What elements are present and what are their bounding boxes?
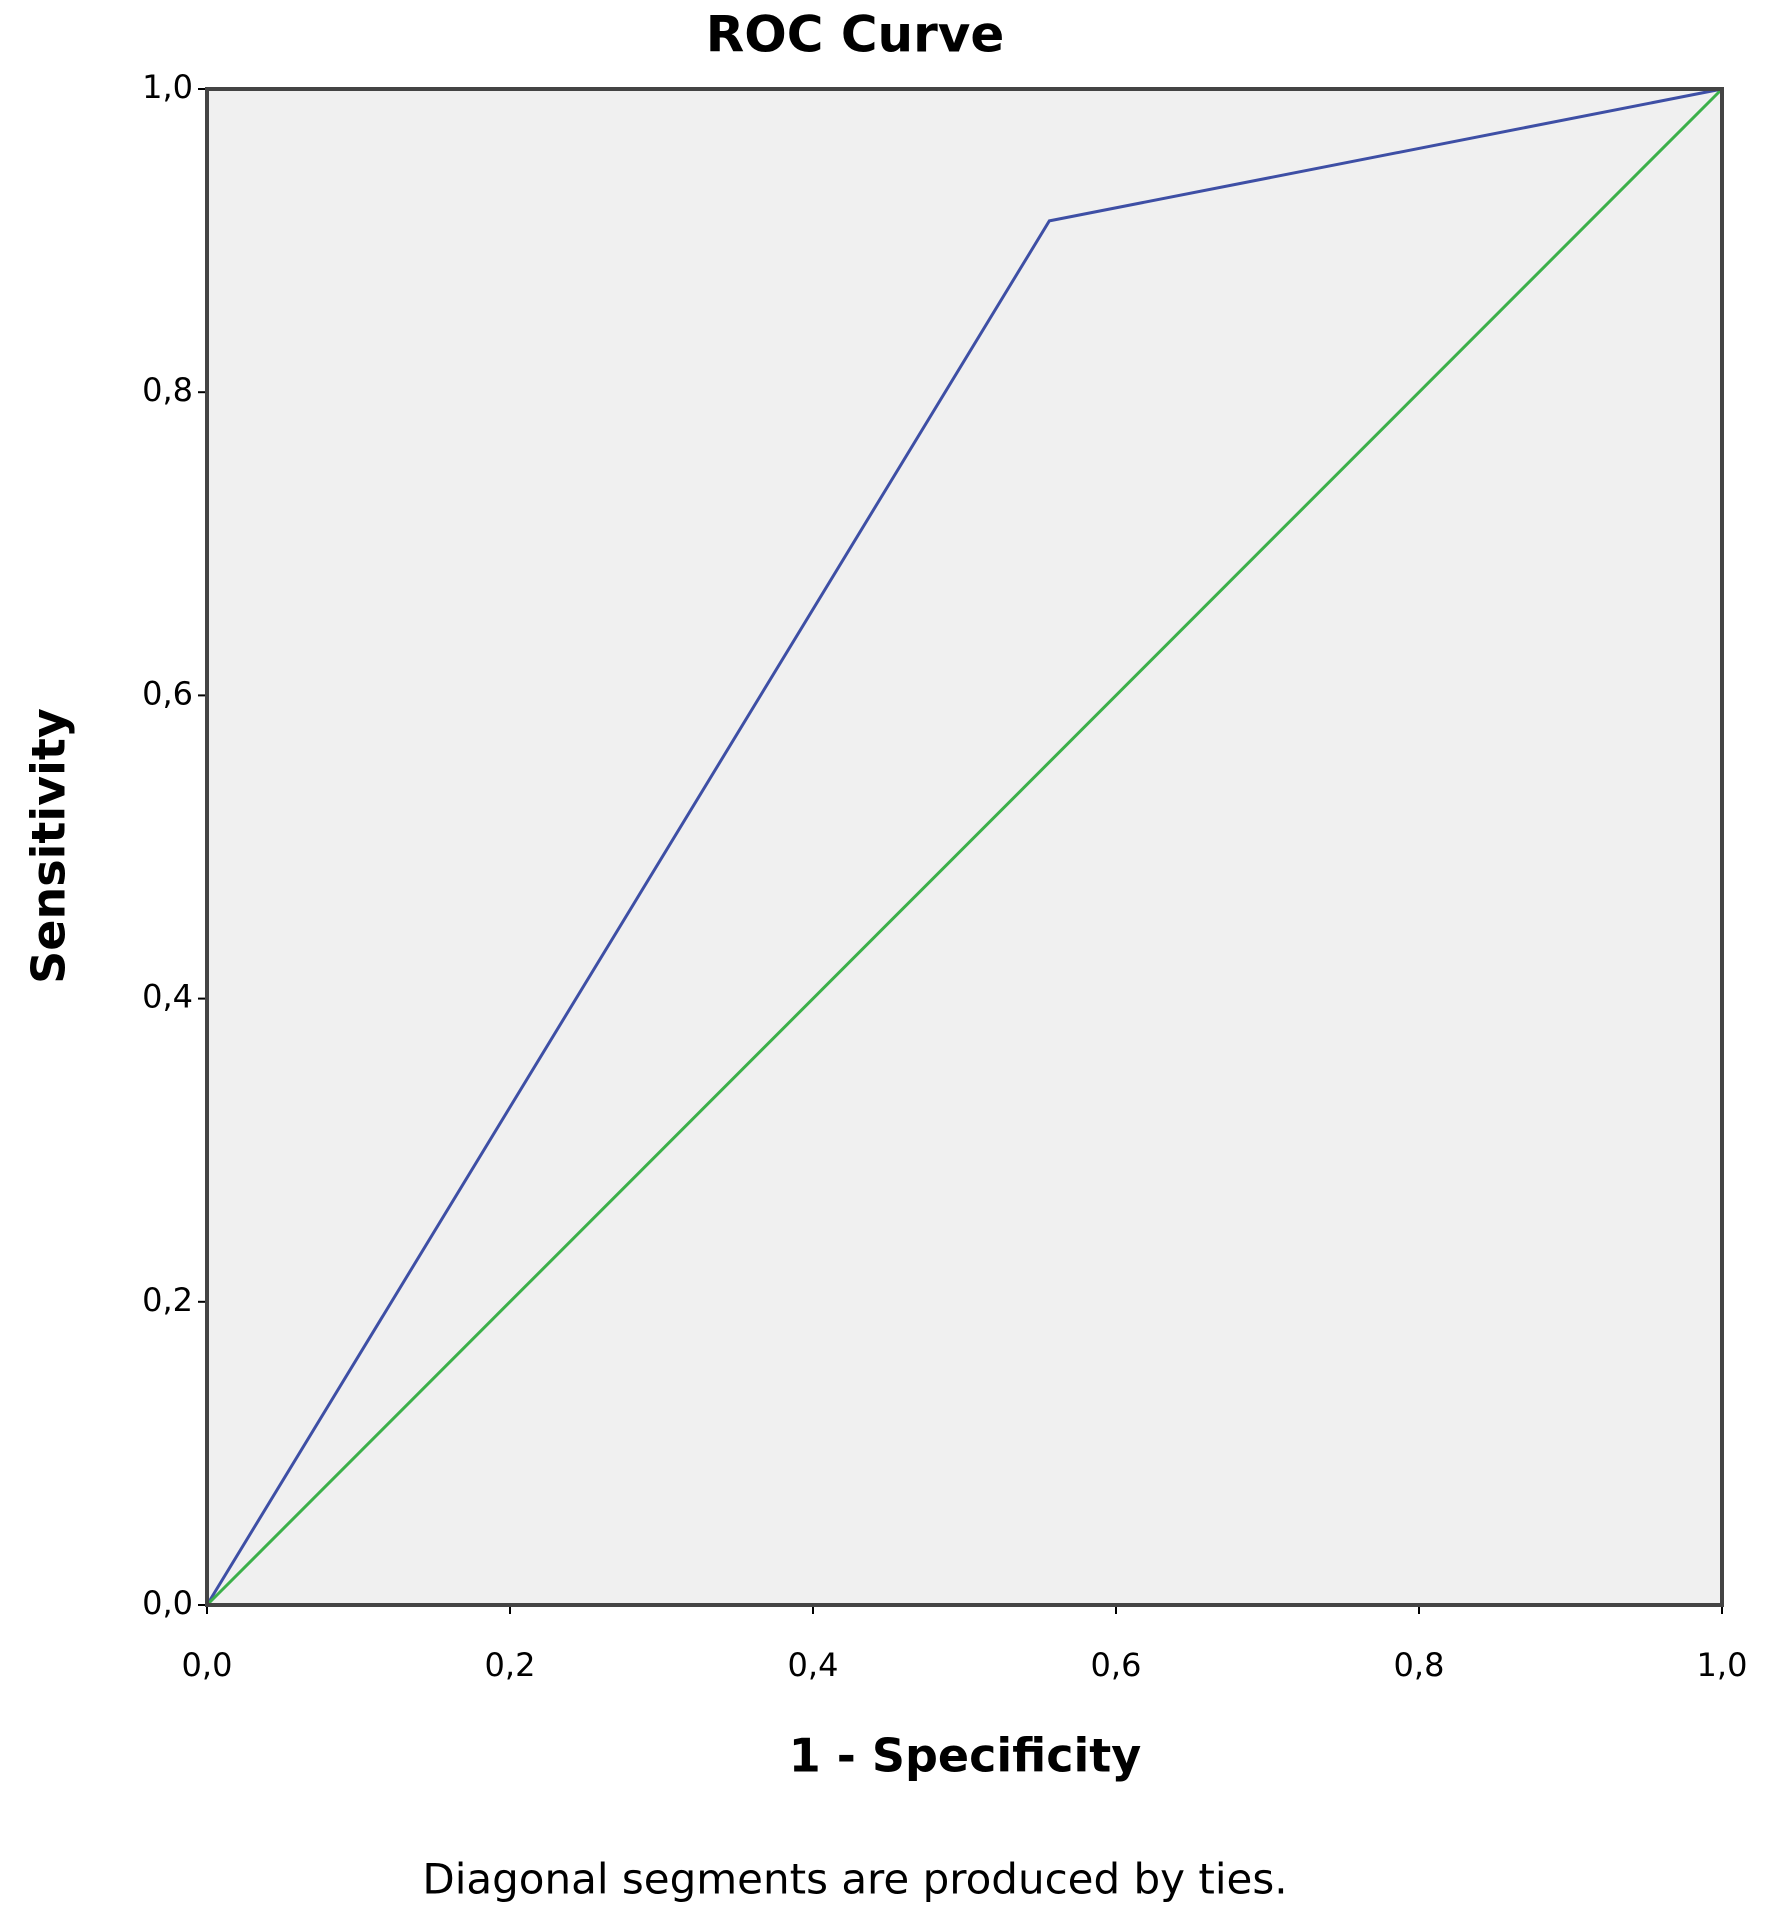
x-tick-label: 1,0 (1697, 1646, 1748, 1684)
x-tick-label: 0,6 (1091, 1646, 1142, 1684)
y-tick-label: 0,0 (142, 1584, 193, 1622)
plot-frame (205, 87, 1724, 1607)
roc-line (205, 87, 1723, 1606)
x-tick-label: 0,4 (788, 1646, 839, 1684)
x-tick-label: 0,8 (1394, 1646, 1445, 1684)
chart-title: ROC Curve (706, 6, 1005, 64)
y-axis-label: Sensitivity (22, 708, 76, 984)
y-tick-label: 0,2 (142, 1281, 193, 1319)
roc-line (205, 87, 1724, 1607)
footnote: Diagonal segments are produced by ties. (422, 1855, 1287, 1904)
x-tick-label: 0,0 (182, 1646, 233, 1684)
y-tick-label: 0,6 (142, 674, 193, 712)
y-tick-label: 0,8 (142, 371, 193, 409)
x-tick-label: 0,2 (485, 1646, 536, 1684)
x-axis-label: 1 - Specificity (789, 1729, 1142, 1783)
y-tick-label: 1,0 (142, 68, 193, 106)
y-tick-label: 0,4 (142, 978, 193, 1016)
